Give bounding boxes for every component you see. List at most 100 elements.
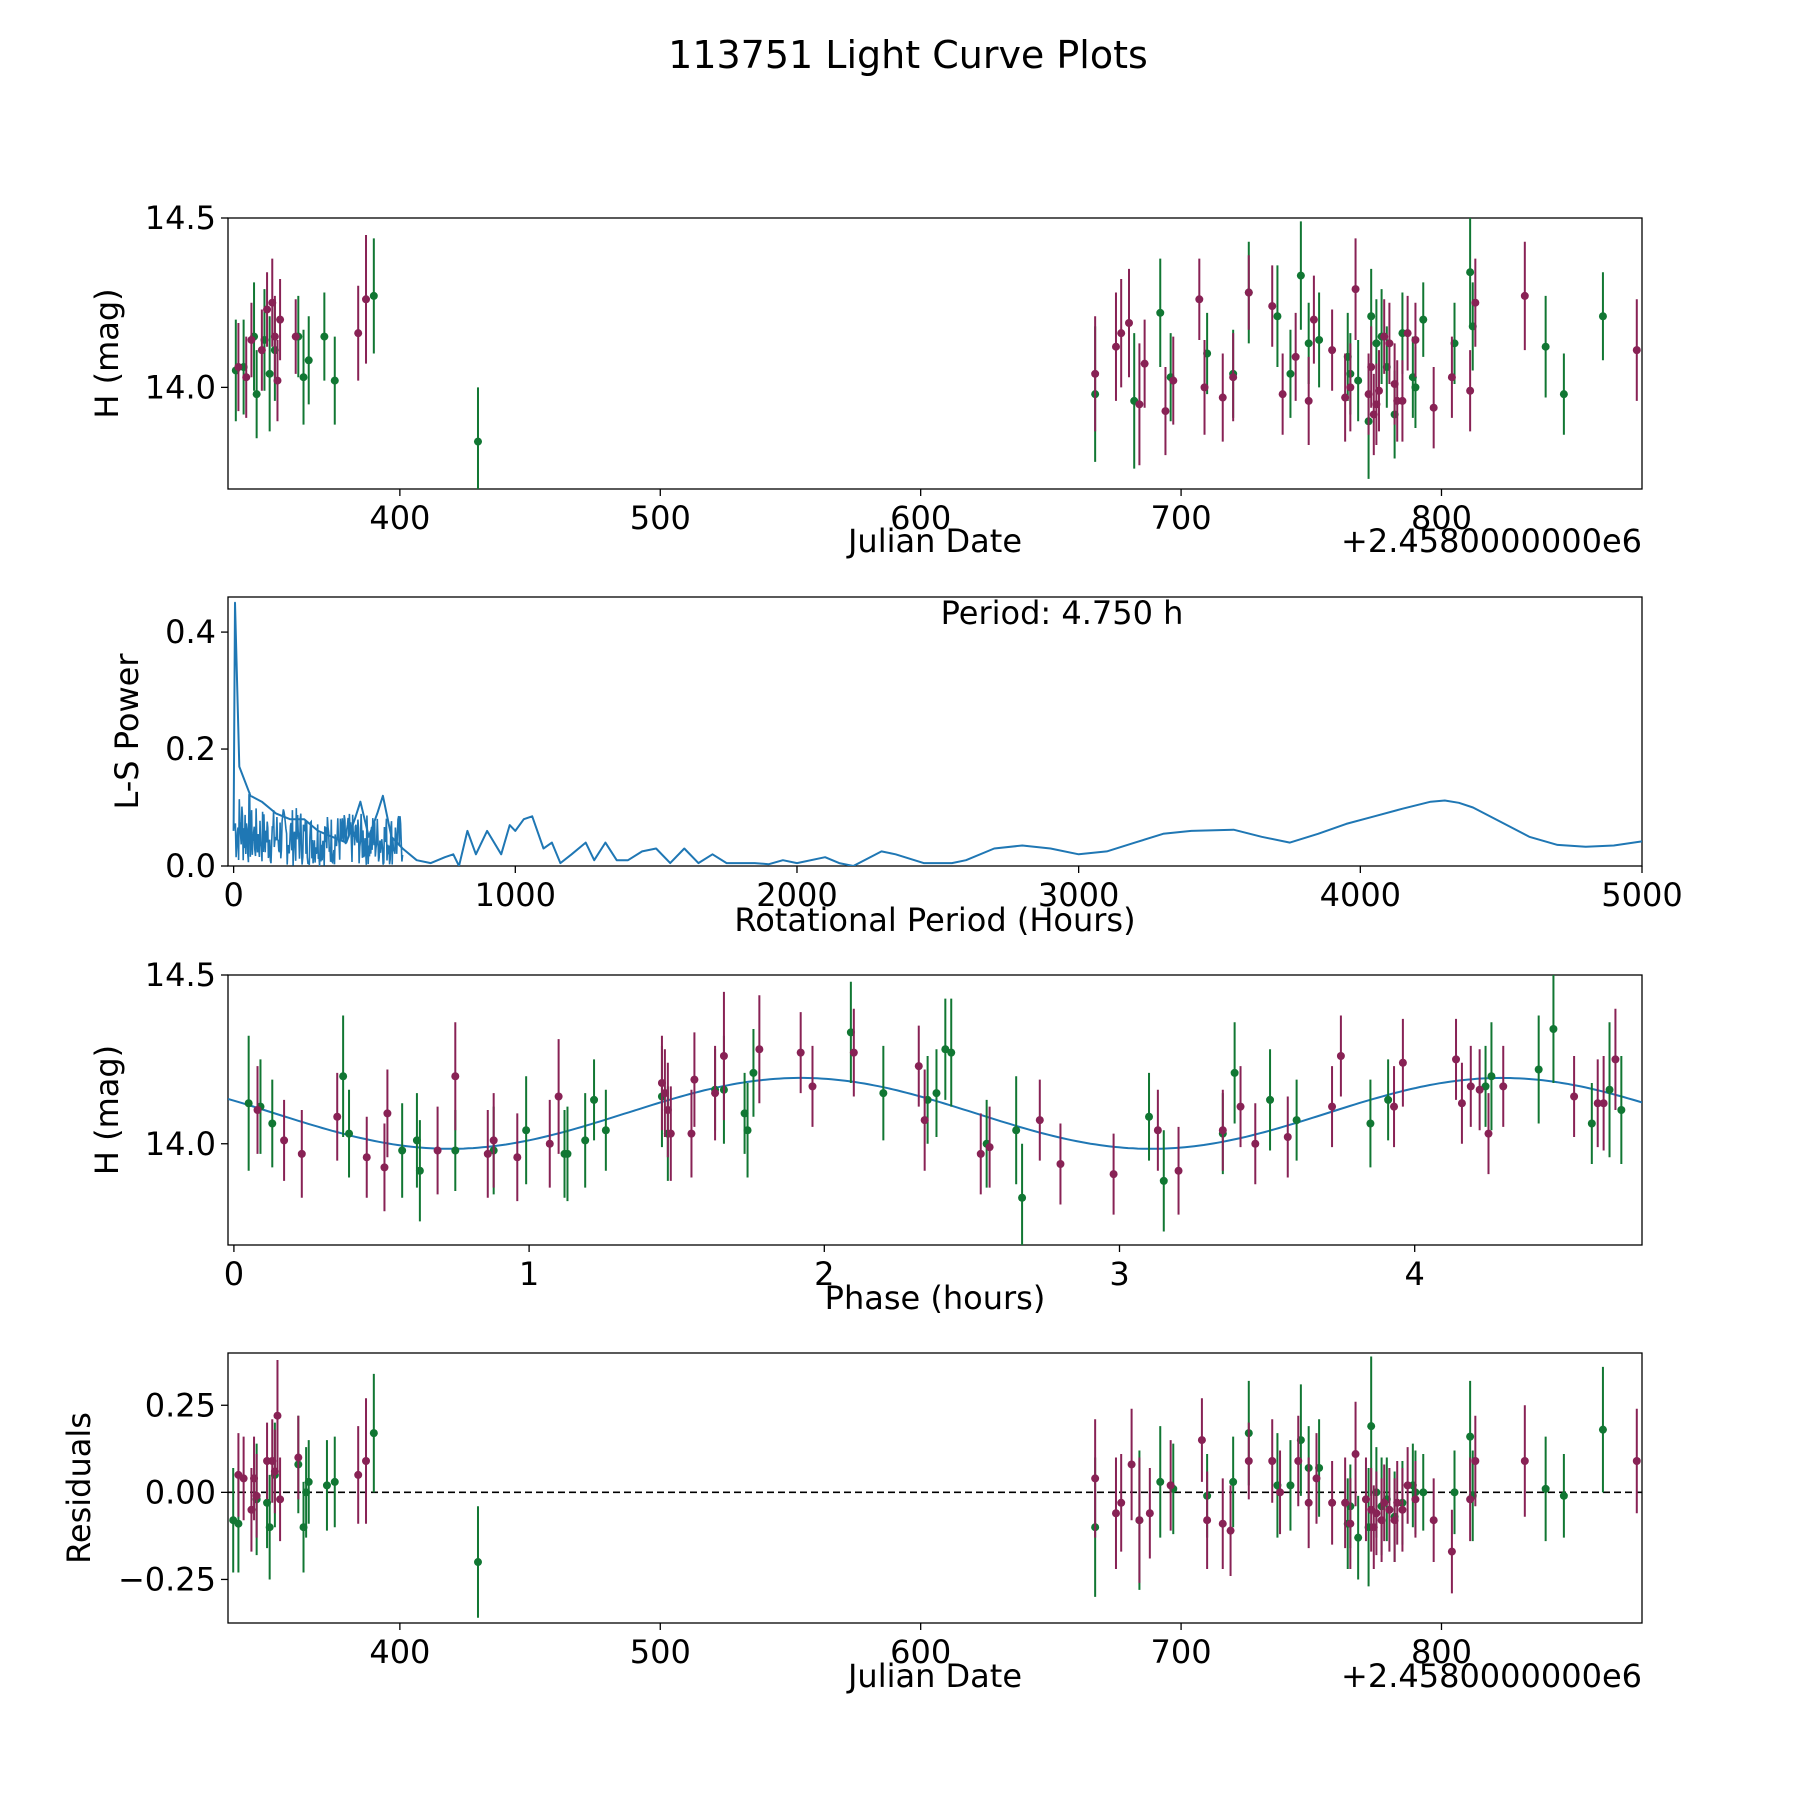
residuals-point-magenta (1197, 1436, 1206, 1445)
periodogram-axes-frame (227, 596, 1643, 867)
lightcurve-xtick-label: 500 (630, 499, 691, 537)
lightcurve-point-magenta (1140, 359, 1149, 368)
phased-point-green (339, 1072, 348, 1081)
lightcurve-point-magenta (1278, 390, 1287, 399)
phased-point-magenta (554, 1092, 563, 1101)
residuals-xtick-label: 700 (1151, 1633, 1212, 1671)
lightcurve-point-magenta (1200, 383, 1209, 392)
phased-point-magenta (280, 1136, 289, 1145)
lightcurve-point-green (1598, 312, 1607, 321)
phased-point-magenta (849, 1048, 858, 1057)
phased-point-magenta (451, 1072, 460, 1081)
residuals-point-magenta (1520, 1457, 1529, 1465)
phased-point-green (1012, 1126, 1021, 1135)
lightcurve-point-green (252, 390, 261, 399)
periodogram-ytick-label: 0.0 (165, 847, 216, 885)
periodogram-ylabel: L-S Power (108, 653, 146, 810)
residuals-point-magenta (1166, 1481, 1175, 1490)
lightcurve-point-magenta (234, 363, 243, 372)
phased-point-magenta (380, 1163, 389, 1172)
phased-point-magenta (1611, 1055, 1620, 1064)
residuals-point-magenta (1111, 1509, 1120, 1518)
phased-point-magenta (1398, 1058, 1407, 1067)
phased-ytick-label: 14.5 (145, 956, 216, 994)
residuals-point-green (1598, 1425, 1607, 1434)
residuals-point-green (304, 1477, 313, 1486)
phased-xtick-label: 2 (814, 1255, 834, 1293)
lightcurve-point-magenta (1309, 315, 1318, 324)
phased-point-magenta (1056, 1160, 1065, 1168)
residuals-point-green (330, 1477, 339, 1486)
residuals-point-green (1367, 1422, 1376, 1431)
lightcurve-point-green (1367, 312, 1376, 321)
phased-point-magenta (1328, 1102, 1337, 1111)
lightcurve-point-magenta (354, 329, 363, 338)
lightcurve-point-magenta (291, 332, 300, 341)
residuals-point-magenta (1447, 1547, 1456, 1556)
residuals-point-magenta (1145, 1509, 1154, 1518)
residuals-point-magenta (1429, 1516, 1438, 1525)
lightcurve-point-green (1354, 376, 1363, 385)
residuals-point-magenta (362, 1457, 371, 1465)
residuals-point-magenta (1276, 1488, 1285, 1497)
lightcurve-point-magenta (1169, 376, 1178, 385)
residuals-point-magenta (1398, 1505, 1407, 1514)
phased-xtick-label: 1 (519, 1255, 539, 1293)
periodogram-plot-area (232, 601, 1642, 866)
residuals-point-magenta (1346, 1519, 1355, 1528)
lightcurve-point-magenta (1117, 329, 1126, 338)
phased-point-magenta (808, 1082, 817, 1091)
residuals-point-magenta (1351, 1450, 1360, 1459)
lightcurve-point-green (1419, 315, 1428, 324)
residuals-xtick-label: 800 (1411, 1633, 1472, 1671)
phased-point-magenta (690, 1075, 699, 1084)
phased-point-green (415, 1166, 424, 1175)
lightcurve-point-green (1466, 268, 1475, 277)
lightcurve-point-magenta (1403, 329, 1412, 338)
periodogram-xtick-label: 1000 (475, 876, 556, 914)
residuals-axes-frame (227, 1352, 1643, 1624)
phased-point-green (879, 1089, 888, 1098)
phased-point-green (1481, 1082, 1490, 1091)
phased-point-green (601, 1126, 610, 1135)
lightcurve-point-green (265, 369, 274, 378)
lightcurve-point-magenta (1111, 342, 1120, 351)
phased-point-magenta (1035, 1116, 1044, 1125)
lightcurve-panel: 400 500 600 700 800 14.0 14.5 Julian Date H (mag… (88, 199, 1643, 560)
residuals-point-green (1419, 1488, 1428, 1497)
phased-point-magenta (1390, 1102, 1399, 1111)
lightcurve-point-green (299, 373, 308, 382)
residuals-point-magenta (252, 1491, 261, 1500)
phased-point-magenta (1336, 1052, 1345, 1060)
residuals-point-magenta (1127, 1460, 1136, 1469)
lightcurve-point-green (304, 356, 313, 365)
phased-point-magenta (383, 1109, 392, 1118)
residuals-panel: 400 500 600 700 800 −0.25 0.00 0.25 Julian Date R… (60, 1352, 1643, 1695)
phased-point-green (398, 1146, 407, 1155)
residuals-point-magenta (1403, 1481, 1412, 1490)
residuals-point-magenta (276, 1495, 285, 1504)
phased-point-magenta (1599, 1099, 1608, 1108)
lightcurve-point-magenta (1161, 407, 1170, 416)
residuals-point-magenta (1411, 1495, 1420, 1504)
lightcurve-point-magenta (1351, 285, 1360, 294)
lightcurve-point-magenta (1385, 339, 1394, 348)
lightcurve-point-green (473, 437, 482, 446)
phased-xtick-label: 4 (1405, 1255, 1425, 1293)
figure-title: 113751 Light Curve Plots (668, 33, 1148, 77)
residuals-point-magenta (1328, 1498, 1337, 1507)
phased-ytick-label: 14.0 (145, 1125, 216, 1163)
residuals-point-green (1541, 1484, 1550, 1493)
phased-point-green (941, 1045, 950, 1054)
phased-point-green (1145, 1112, 1154, 1121)
residuals-point-green (1466, 1432, 1475, 1441)
phased-point-magenta (1218, 1126, 1227, 1135)
residuals-ylabel: Residuals (60, 1412, 98, 1564)
lightcurve-plot-area (231, 218, 1641, 489)
residuals-point-green (1286, 1481, 1295, 1490)
lightcurve-point-magenta (1229, 373, 1238, 382)
residuals-point-green (322, 1481, 331, 1490)
phased-point-green (451, 1146, 460, 1155)
residuals-ytick-label: 0.00 (145, 1473, 216, 1511)
